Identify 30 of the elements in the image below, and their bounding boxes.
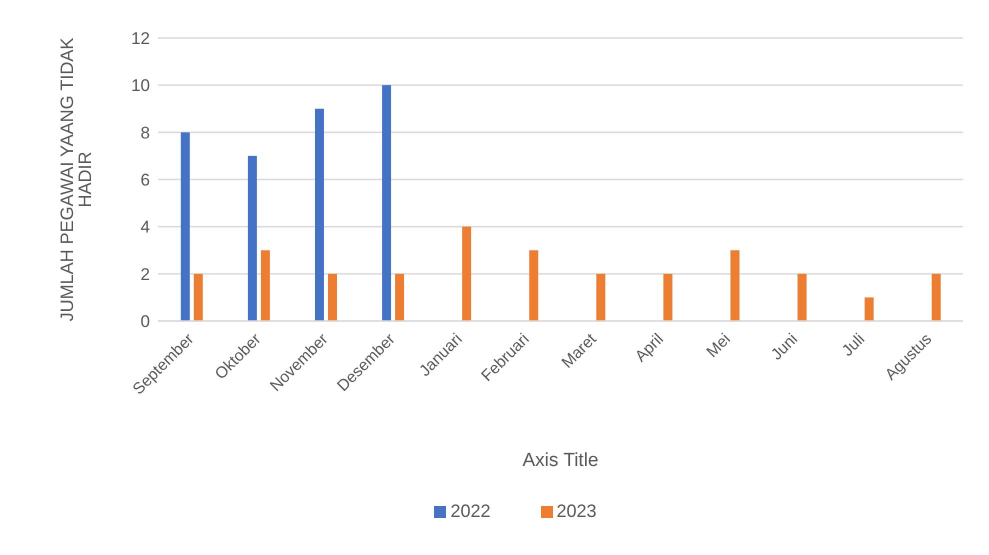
- x-tick-label: Juni: [768, 330, 802, 364]
- bar: [596, 274, 606, 321]
- y-tick-label: 4: [140, 218, 150, 237]
- bar: [798, 274, 807, 321]
- y-tick-label: 0: [140, 312, 150, 332]
- bar: [382, 85, 392, 321]
- bar: [395, 274, 404, 321]
- legend-label: 2023: [556, 501, 597, 521]
- x-tick-label: Mei: [704, 330, 734, 362]
- y-tick-label: 10: [131, 76, 150, 96]
- bar: [663, 274, 672, 321]
- bar: [248, 156, 257, 321]
- y-tick-label: 12: [131, 29, 150, 48]
- bar: [180, 132, 190, 321]
- bar: [529, 250, 538, 321]
- bar: [260, 250, 270, 321]
- bar: [314, 108, 324, 321]
- y-tick-label: 8: [140, 123, 150, 142]
- x-axis-title: Axis Title: [522, 450, 599, 471]
- bar: [864, 297, 874, 321]
- y-tick-label: 6: [140, 170, 150, 190]
- legend-label: 2022: [450, 501, 490, 521]
- bar: [194, 274, 203, 321]
- x-tick-label: Juli: [839, 330, 868, 360]
- y-tick-label: 2: [140, 264, 150, 284]
- bar: [730, 250, 740, 321]
- bar: [462, 226, 472, 321]
- bar: [328, 274, 337, 321]
- y-axis-title: JUMLAH PEGAWAI YAANG TIDAK HADIR: [56, 38, 95, 322]
- bar: [932, 274, 941, 321]
